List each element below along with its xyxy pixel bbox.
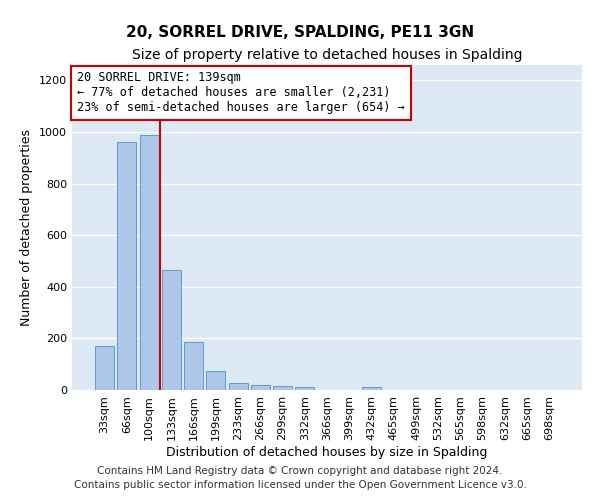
Bar [206,370,225,390]
Bar [273,386,292,390]
Text: Contains HM Land Registry data © Crown copyright and database right 2024.
Contai: Contains HM Land Registry data © Crown c… [74,466,526,490]
Text: 20, SORREL DRIVE, SPALDING, PE11 3GN: 20, SORREL DRIVE, SPALDING, PE11 3GN [126,25,474,40]
Bar [362,387,381,390]
Bar [295,388,314,390]
Bar [140,134,158,390]
Bar [251,385,270,390]
Bar [162,270,181,390]
Text: 20 SORREL DRIVE: 139sqm
← 77% of detached houses are smaller (2,231)
23% of semi: 20 SORREL DRIVE: 139sqm ← 77% of detache… [77,72,405,114]
Bar [229,383,248,390]
Bar [118,142,136,390]
Title: Size of property relative to detached houses in Spalding: Size of property relative to detached ho… [132,48,522,62]
Bar [95,346,114,390]
Y-axis label: Number of detached properties: Number of detached properties [20,129,34,326]
X-axis label: Distribution of detached houses by size in Spalding: Distribution of detached houses by size … [166,446,488,458]
Bar [184,342,203,390]
